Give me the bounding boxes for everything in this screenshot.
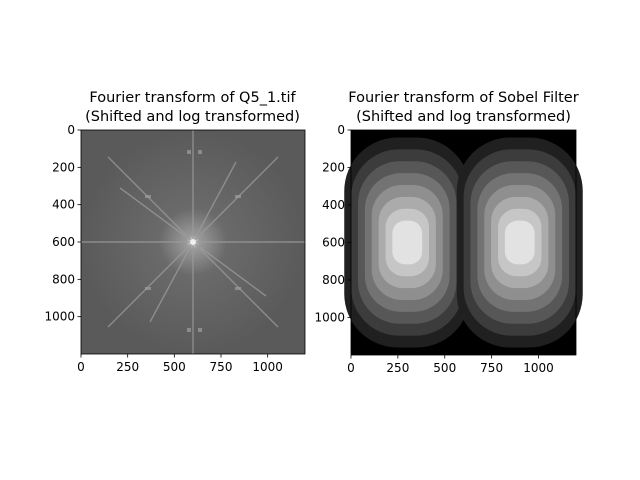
fft-ytick-label: 0	[67, 123, 75, 137]
sobel-xtick-label: 1000	[523, 361, 554, 375]
fft-xtick-label: 250	[116, 360, 139, 374]
fft-xtick-label: 500	[163, 360, 186, 374]
fft-title-line2: (Shifted and log transformed)	[85, 109, 300, 125]
sobel-axes-ticks: 0 250 500 750 1000 0 200 400 600 800 1000	[314, 123, 553, 375]
sobel-lobe-2-level-8	[504, 220, 535, 265]
fft-heatmap	[81, 130, 305, 354]
sobel-image-panel: Fourier transform of Sobel Filter (Shift…	[314, 90, 583, 375]
fft-xtick-label: 0	[77, 360, 85, 374]
sobel-ytick-label: 200	[322, 161, 345, 175]
fft-xtick-label: 1000	[252, 360, 283, 374]
fft-bright-spots	[145, 150, 241, 332]
sobel-title-line2: (Shifted and log transformed)	[356, 109, 571, 125]
fft-ytick-label: 400	[52, 198, 75, 212]
sobel-ytick-label: 1000	[314, 311, 345, 325]
fft-title-line1: Fourier transform of Q5_1.tif	[89, 90, 296, 106]
sobel-ytick-label: 600	[322, 236, 345, 250]
fft-dc-peak	[190, 239, 196, 245]
fft-image-panel: Fourier transform of Q5_1.tif (Shifted a…	[44, 90, 306, 374]
fft-ytick-label: 1000	[44, 310, 75, 324]
sobel-ytick-label: 0	[337, 123, 345, 137]
sobel-xtick-label: 250	[386, 361, 409, 375]
sobel-ytick-label: 800	[322, 273, 345, 287]
fft-ytick-label: 800	[52, 272, 75, 286]
sobel-ytick-label: 400	[322, 198, 345, 212]
sobel-lobes	[344, 137, 583, 348]
sobel-heatmap	[344, 130, 583, 355]
sobel-xtick-label: 500	[433, 361, 456, 375]
sobel-title-line1: Fourier transform of Sobel Filter	[348, 90, 578, 106]
fft-xtick-label: 750	[210, 360, 233, 374]
fft-ytick-label: 600	[52, 235, 75, 249]
sobel-xtick-label: 750	[480, 361, 503, 375]
fft-ytick-label: 200	[52, 160, 75, 174]
sobel-lobe-1-level-8	[392, 220, 423, 265]
fft-axes-ticks: 0 250 500 750 1000 0 200 400 600 800 1000	[44, 123, 282, 374]
sobel-xtick-label: 0	[347, 361, 355, 375]
